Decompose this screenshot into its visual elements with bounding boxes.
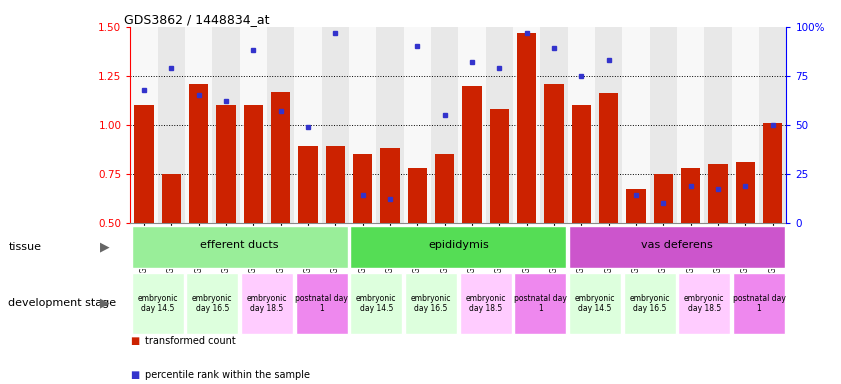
Text: embryonic
day 18.5: embryonic day 18.5	[465, 294, 506, 313]
Bar	[380, 148, 399, 223]
Text: postnatal day
1: postnatal day 1	[295, 294, 348, 313]
Bar	[405, 273, 457, 334]
Bar	[135, 105, 154, 223]
Bar	[267, 27, 294, 223]
Bar	[460, 273, 511, 334]
Bar	[763, 123, 782, 223]
Bar	[157, 27, 185, 223]
Bar	[733, 273, 785, 334]
Text: embryonic
day 16.5: embryonic day 16.5	[410, 294, 452, 313]
Bar	[161, 174, 181, 223]
Bar	[271, 91, 290, 223]
Bar	[244, 105, 263, 223]
Bar	[189, 84, 209, 223]
Bar	[540, 27, 568, 223]
Bar	[736, 162, 755, 223]
Text: efferent ducts: efferent ducts	[200, 240, 279, 250]
Bar	[185, 27, 212, 223]
Bar	[212, 27, 240, 223]
Bar	[569, 226, 785, 268]
Bar	[240, 27, 267, 223]
Text: embryonic
day 14.5: embryonic day 14.5	[137, 294, 178, 313]
Bar	[708, 164, 727, 223]
Text: ▶: ▶	[100, 297, 110, 310]
Bar	[595, 27, 622, 223]
Bar	[572, 105, 591, 223]
Bar	[408, 168, 427, 223]
Bar	[759, 27, 786, 223]
Bar	[404, 27, 431, 223]
Bar	[353, 154, 373, 223]
Text: percentile rank within the sample: percentile rank within the sample	[145, 370, 310, 380]
Bar	[624, 273, 675, 334]
Bar	[569, 273, 621, 334]
Text: ▶: ▶	[100, 240, 110, 253]
Bar	[677, 27, 704, 223]
Bar	[458, 27, 485, 223]
Bar	[681, 168, 701, 223]
Text: embryonic
day 16.5: embryonic day 16.5	[629, 294, 670, 313]
Bar	[463, 86, 482, 223]
Bar	[517, 33, 537, 223]
Bar	[132, 273, 183, 334]
Text: embryonic
day 18.5: embryonic day 18.5	[684, 294, 725, 313]
Bar	[515, 273, 566, 334]
Text: ■: ■	[130, 336, 140, 346]
Bar	[294, 27, 321, 223]
Bar	[435, 154, 454, 223]
Text: development stage: development stage	[8, 298, 117, 308]
Bar	[299, 146, 318, 223]
Bar	[649, 27, 677, 223]
Text: ■: ■	[130, 370, 140, 380]
Bar	[321, 27, 349, 223]
Bar	[489, 109, 509, 223]
Text: embryonic
day 14.5: embryonic day 14.5	[356, 294, 397, 313]
Bar	[679, 273, 730, 334]
Bar	[132, 226, 347, 268]
Bar	[376, 27, 404, 223]
Bar	[351, 273, 402, 334]
Bar	[216, 105, 235, 223]
Text: embryonic
day 16.5: embryonic day 16.5	[192, 294, 233, 313]
Text: epididymis: epididymis	[428, 240, 489, 250]
Text: embryonic
day 18.5: embryonic day 18.5	[246, 294, 288, 313]
Bar	[241, 273, 293, 334]
Bar	[622, 27, 649, 223]
Bar	[351, 226, 566, 268]
Bar	[130, 27, 157, 223]
Bar	[599, 93, 618, 223]
Bar	[296, 273, 347, 334]
Text: postnatal day
1: postnatal day 1	[514, 294, 567, 313]
Bar	[544, 84, 563, 223]
Text: tissue: tissue	[8, 242, 41, 252]
Text: postnatal day
1: postnatal day 1	[733, 294, 785, 313]
Bar	[513, 27, 540, 223]
Bar	[325, 146, 345, 223]
Text: vas deferens: vas deferens	[641, 240, 713, 250]
Bar	[704, 27, 732, 223]
Bar	[349, 27, 376, 223]
Text: transformed count: transformed count	[145, 336, 236, 346]
Bar	[187, 273, 238, 334]
Bar	[485, 27, 513, 223]
Bar	[627, 189, 646, 223]
Bar	[568, 27, 595, 223]
Bar	[653, 174, 673, 223]
Bar	[732, 27, 759, 223]
Bar	[431, 27, 458, 223]
Text: embryonic
day 14.5: embryonic day 14.5	[574, 294, 616, 313]
Text: GDS3862 / 1448834_at: GDS3862 / 1448834_at	[124, 13, 269, 26]
